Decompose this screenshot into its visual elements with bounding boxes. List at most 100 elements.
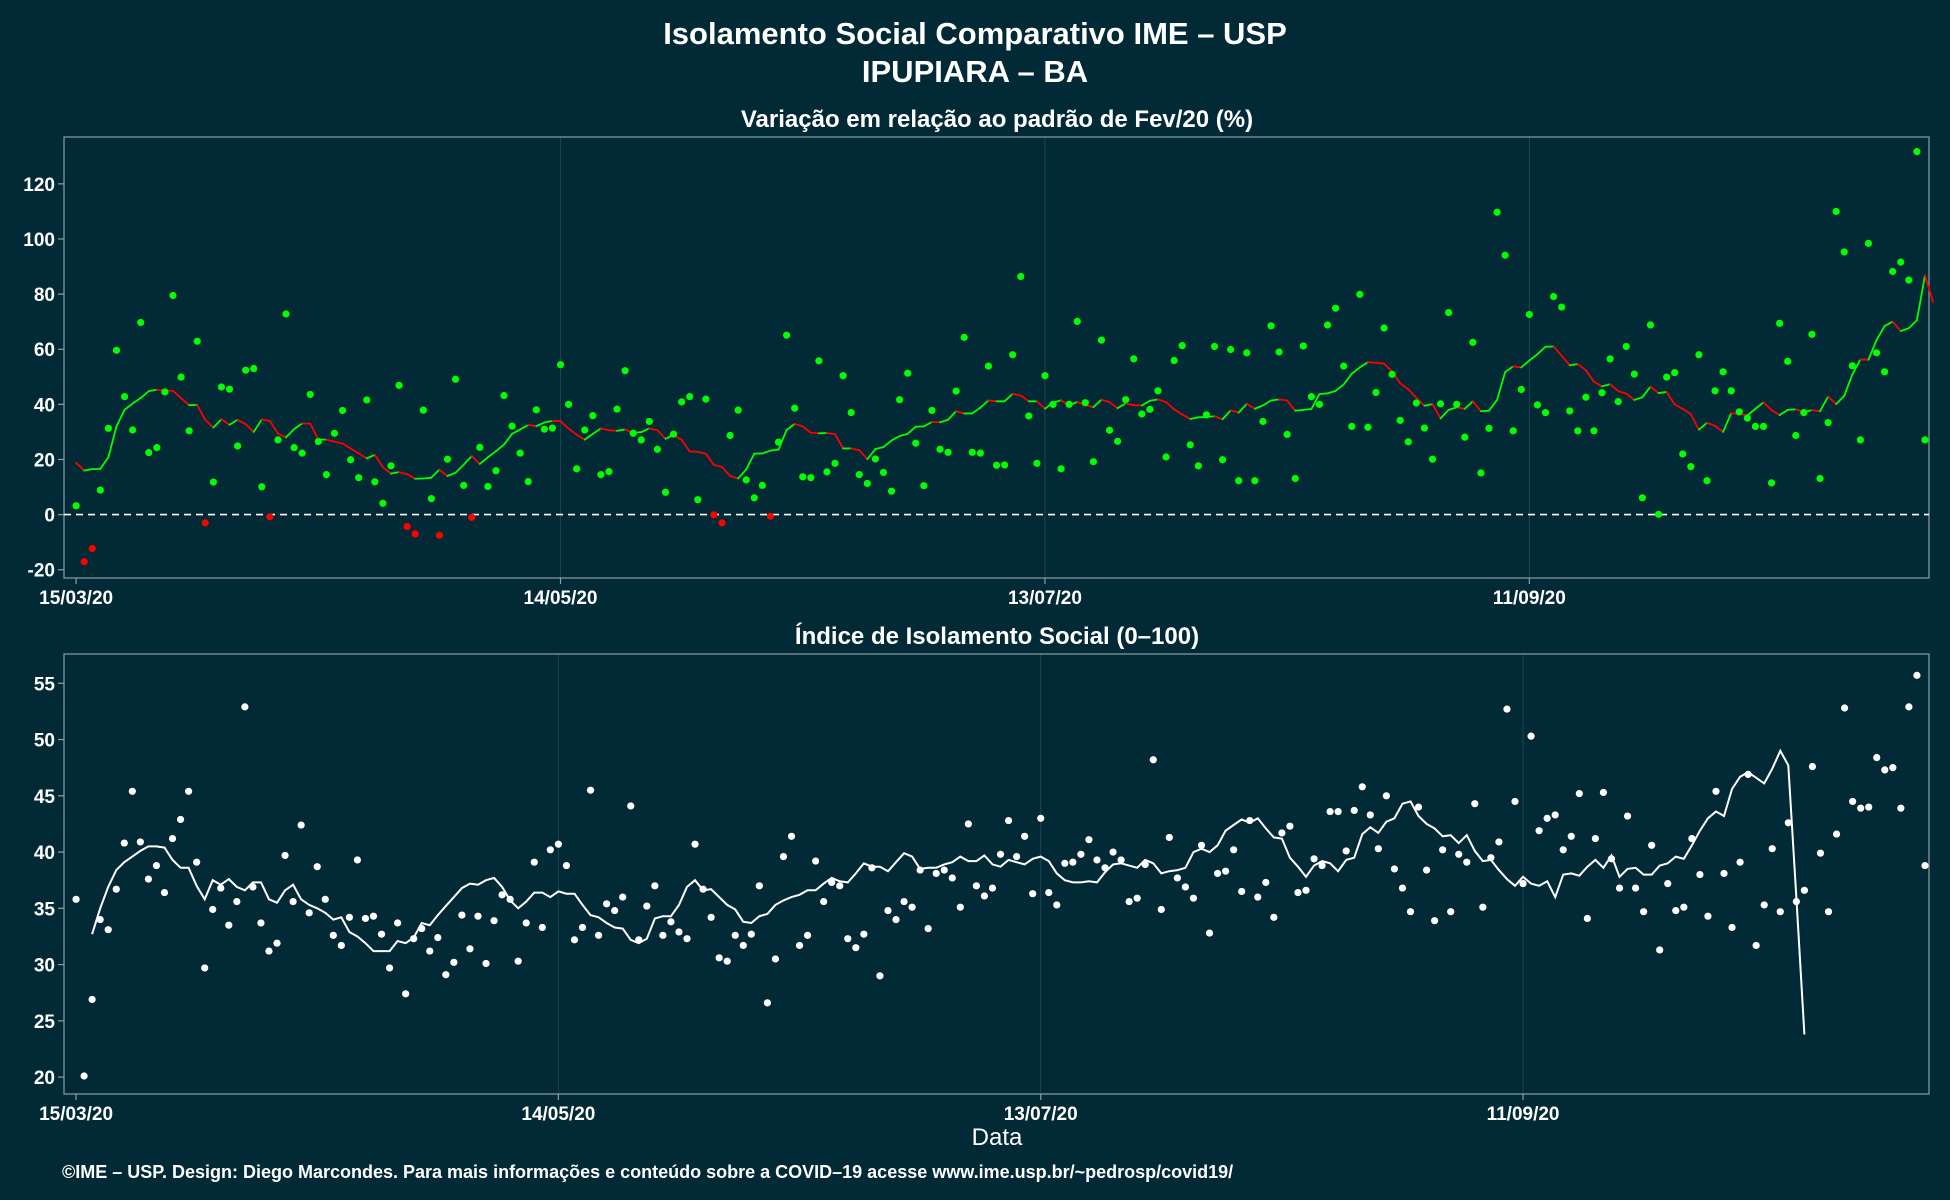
daily-point: [1695, 351, 1703, 359]
daily-point: [347, 456, 355, 464]
daily-point: [377, 930, 386, 938]
daily-point: [516, 449, 524, 457]
daily-point: [1420, 424, 1429, 432]
daily-point: [1509, 427, 1517, 435]
daily-point: [564, 400, 573, 408]
daily-point: [1767, 479, 1776, 487]
daily-point: [411, 530, 419, 538]
daily-point: [1388, 370, 1396, 378]
daily-point: [758, 481, 766, 489]
panel2-title: Índice de Isolamento Social (0–100): [795, 622, 1199, 650]
moving-average-segment: [987, 399, 998, 403]
daily-point: [1000, 461, 1009, 469]
daily-point: [193, 858, 201, 866]
daily-point: [1238, 887, 1246, 896]
moving-average-segment: [640, 427, 651, 434]
daily-point: [1422, 866, 1431, 874]
daily-point: [1218, 456, 1227, 464]
daily-point: [145, 448, 153, 457]
daily-point: [1849, 797, 1857, 806]
moving-average-segment: [1181, 413, 1192, 420]
daily-point: [330, 429, 339, 437]
daily-point: [88, 995, 96, 1004]
moving-average-segment: [1423, 403, 1434, 407]
daily-point: [1897, 804, 1905, 812]
daily-point: [661, 488, 670, 496]
daily-point: [1687, 463, 1695, 471]
daily-point: [948, 874, 956, 882]
moving-average-segment: [462, 455, 473, 466]
daily-point: [1089, 458, 1097, 466]
chart-title-line2: IPUPIARA – BA: [862, 54, 1088, 89]
daily-point: [812, 857, 820, 865]
daily-point: [1251, 477, 1259, 485]
daily-point: [1549, 292, 1558, 301]
panel-frame: [63, 653, 1930, 1095]
daily-point: [532, 406, 540, 414]
daily-point: [524, 477, 532, 486]
daily-point: [152, 861, 161, 870]
panel1-title: Variação em relação ao padrão de Fev/20 …: [741, 106, 1253, 133]
daily-point: [1768, 845, 1776, 853]
moving-average-segment: [1778, 408, 1789, 417]
moving-average-segment: [277, 432, 287, 439]
y-tick-label: 20: [34, 1068, 55, 1089]
daily-point: [426, 947, 434, 955]
daily-point: [1069, 858, 1077, 866]
daily-point: [1181, 883, 1190, 891]
moving-average-segment: [1536, 345, 1547, 356]
moving-average-segment: [1762, 401, 1773, 412]
moving-average-segment: [478, 456, 489, 465]
daily-point: [1808, 762, 1817, 771]
daily-point: [726, 431, 734, 440]
moving-average-segment: [1601, 383, 1611, 388]
moving-average-segment: [939, 418, 949, 424]
daily-point: [1680, 903, 1688, 911]
daily-point: [466, 945, 474, 953]
moving-average-segment: [955, 410, 966, 415]
daily-point: [629, 429, 637, 437]
daily-point: [723, 957, 731, 965]
daily-point: [80, 1072, 88, 1080]
daily-point: [371, 478, 379, 486]
moving-average-segment: [1165, 401, 1176, 411]
moving-average-segment: [1593, 380, 1603, 388]
moving-average-segment: [1383, 362, 1394, 373]
moving-average-segment: [1262, 399, 1272, 407]
daily-point: [458, 911, 466, 919]
daily-point: [1784, 819, 1792, 827]
daily-point: [361, 914, 370, 923]
daily-point: [1889, 267, 1897, 276]
daily-point: [868, 864, 876, 872]
daily-point: [944, 448, 952, 456]
moving-average-segment: [866, 448, 877, 461]
daily-point: [831, 459, 839, 467]
moving-average-segment: [438, 468, 449, 477]
daily-point: [799, 473, 807, 481]
daily-point: [1816, 849, 1825, 857]
daily-point: [306, 390, 314, 399]
daily-point: [892, 915, 900, 924]
index-panel: 20 25 30 35 40 45 50 55 15/03/20 14/05/20 13/07/20…: [34, 653, 1930, 1125]
moving-average-segment: [1003, 392, 1014, 403]
daily-point: [1202, 411, 1211, 419]
daily-point: [1719, 368, 1727, 376]
daily-point: [1178, 342, 1186, 350]
moving-average-segment: [704, 452, 715, 466]
daily-point: [968, 448, 976, 456]
daily-point: [1114, 437, 1122, 445]
moving-average-segment: [1786, 408, 1797, 411]
moving-average-segment: [1294, 408, 1305, 412]
daily-point: [554, 840, 562, 848]
daily-point: [385, 964, 394, 972]
moving-average-segment: [858, 449, 869, 461]
daily-point: [1455, 850, 1463, 858]
footer-credit: ©IME – USP. Design: Diego Marcondes. Par…: [62, 1162, 1233, 1182]
daily-point: [418, 924, 426, 933]
moving-average-segment: [139, 390, 150, 399]
daily-point: [1615, 884, 1624, 892]
moving-average-segment: [1770, 409, 1781, 417]
daily-point: [1267, 322, 1275, 330]
moving-average-segment: [850, 447, 861, 452]
